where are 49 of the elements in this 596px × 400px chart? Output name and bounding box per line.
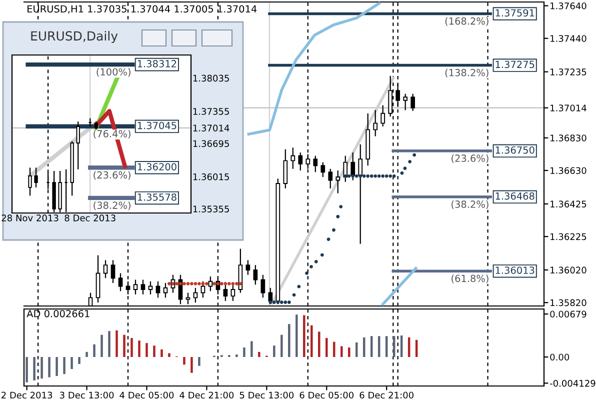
y-tick-label: 1.37440 [550, 35, 586, 42]
x-tick-label: 4 Dec 21:00 [180, 392, 234, 399]
chart-title: EURUSD,H1 1.37035 1.37044 1.37005 1.37014 [28, 5, 257, 14]
series-label: (168.2%) [445, 17, 488, 26]
y-tick-label: 1.36425 [550, 200, 586, 208]
series-label: (38.2%) [452, 200, 488, 210]
data-label: 1.37591 [496, 9, 534, 17]
series-label: (76.4%) [94, 130, 130, 139]
data-label: 1.36750 [496, 146, 534, 154]
series-label: (23.6%) [452, 154, 488, 164]
y-tick-label: 1.35355 [193, 206, 229, 212]
x-tick-label: 3 Dec 13:00 [60, 392, 114, 399]
y-tick-label: 1.36830 [550, 134, 586, 142]
data-label: 1.36013 [496, 266, 534, 274]
y-tick-label: 1.36695 [193, 140, 229, 148]
y-tick-label: 1.35820 [550, 299, 586, 306]
y-tick-label: 1.37355 [193, 108, 229, 115]
x-tick-label: 6 Dec 21:00 [360, 392, 414, 399]
data-label: 1.37275 [496, 60, 534, 68]
x-tick-label: 28 Nov 2013 [2, 214, 58, 222]
y-tick-label: 1.36020 [550, 266, 586, 274]
x-tick-label: 8 Dec 2013 [64, 214, 116, 222]
series-label: (100%) [96, 68, 130, 77]
y-tick-label: -0.004129 [550, 380, 596, 387]
x-tick-label: 4 Dec 05:00 [120, 392, 174, 399]
series-label: (23.6%) [94, 171, 130, 180]
x-tick-label: 5 Dec 13:00 [240, 392, 294, 399]
y-tick-label: 1.37640 [550, 2, 586, 10]
data-label: 1.35578 [138, 193, 176, 201]
y-tick-label: 1.37235 [550, 68, 586, 76]
series-label: (138.2%) [445, 68, 488, 78]
data-label: 1.36200 [138, 163, 176, 170]
data-label: 1.36468 [496, 192, 534, 200]
data-label: 1.38312 [138, 60, 176, 68]
series-label: (61.8%) [452, 274, 488, 284]
x-tick-label: 2 Dec 2013 [2, 392, 52, 399]
y-tick-label: 1.36630 [550, 167, 586, 174]
series-label: (38.2%) [94, 201, 130, 210]
y-tick-label: 1.38035 [193, 74, 229, 82]
ref-line-label: 1.37014 [193, 124, 230, 132]
data-label: 1.37045 [138, 122, 176, 130]
x-tick-label: 6 Dec 05:00 [300, 392, 354, 399]
y-tick-label: 0.00679 [550, 310, 586, 318]
y-tick-label: 1.36015 [193, 173, 229, 180]
chart-title: EURUSD,Daily [31, 30, 118, 44]
chart-title: AD 0.002661 [26, 310, 90, 318]
y-tick-label: 1.36225 [550, 233, 586, 240]
y-tick-label: 0.00 [550, 354, 570, 361]
ref-line-label: 1.37014 [550, 104, 586, 112]
